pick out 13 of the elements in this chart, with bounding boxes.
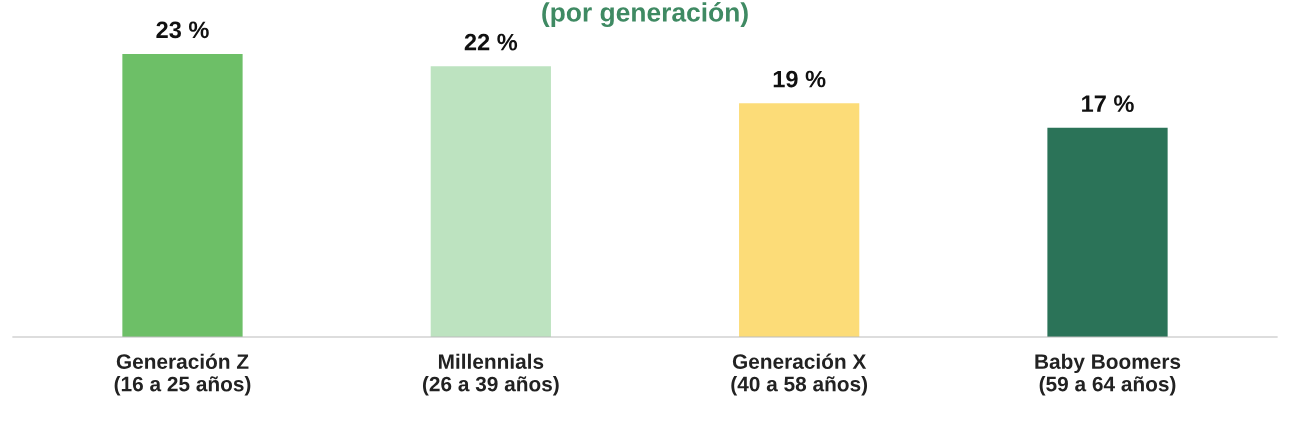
x-tick-label: Millennials (26 a 39 años): [422, 353, 559, 396]
data-label: 19 %: [773, 70, 826, 88]
bar: [122, 53, 243, 337]
x-tick-label: Baby Boomers (59 a 64 años): [1035, 353, 1181, 396]
data-label: 17 %: [1082, 95, 1134, 112]
bar: [430, 66, 551, 337]
x-tick-label: Generación Z (16 a 25 años): [114, 353, 251, 396]
chart-title: (por generación): [542, 2, 748, 28]
data-label: 23 %: [156, 21, 209, 39]
data-label: 22 %: [464, 33, 518, 51]
bar: [739, 103, 860, 337]
x-tick-label: Generación X (40 a 58 años): [731, 353, 868, 396]
bar: [1047, 127, 1168, 337]
